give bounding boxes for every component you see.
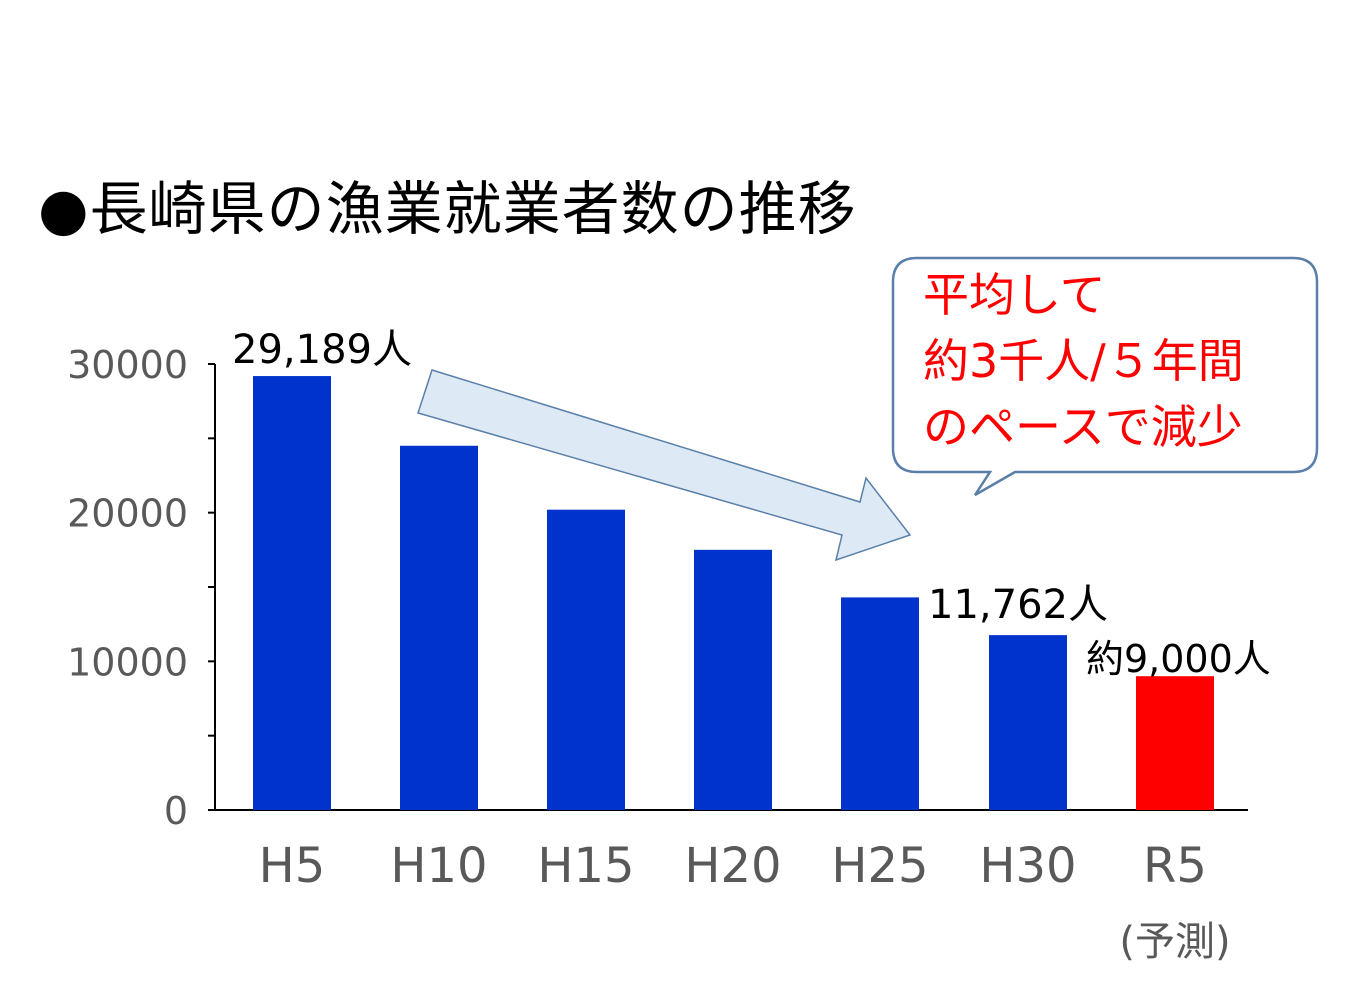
x-tick-label: H15 (537, 838, 634, 894)
y-tick-label: 10000 (67, 640, 188, 684)
callout-text: 平均して 約3千人/５年間 のペースで減少 (905, 262, 1315, 474)
x-tick-label: R5 (1143, 838, 1207, 894)
x-tick-sublabel: (予測) (1119, 919, 1230, 965)
x-tick-label: H20 (684, 838, 781, 894)
trend-arrow (417, 369, 912, 562)
bar-h5 (253, 376, 331, 810)
bar-h20 (694, 549, 772, 810)
y-tick-label: 20000 (67, 492, 188, 536)
page-title: ●長崎県の漁業就業者数の推移 (38, 175, 857, 243)
callout-bubble (891, 256, 1319, 497)
data-label-h30: 11,762人 (928, 582, 1108, 628)
data-label-h5: 29,189人 (232, 327, 412, 373)
x-tick-label: H25 (831, 838, 928, 894)
bar-h15 (547, 509, 625, 810)
x-tick-label: H10 (390, 838, 487, 894)
bar-h10 (400, 445, 478, 810)
callout-line-2: 約3千人/５年間 (923, 334, 1244, 388)
y-tick-label: 0 (164, 789, 188, 833)
callout-line-1: 平均して (923, 268, 1106, 322)
callout-line-3: のペースで減少 (923, 400, 1243, 454)
x-tick-label: H5 (259, 838, 326, 894)
bar-h25 (841, 597, 919, 810)
bar-h30 (989, 635, 1067, 810)
data-label-r5: 約9,000人 (1086, 637, 1271, 681)
y-tick-label: 30000 (67, 343, 188, 387)
x-tick-label: H30 (979, 838, 1076, 894)
bar-r5 (1136, 676, 1214, 810)
